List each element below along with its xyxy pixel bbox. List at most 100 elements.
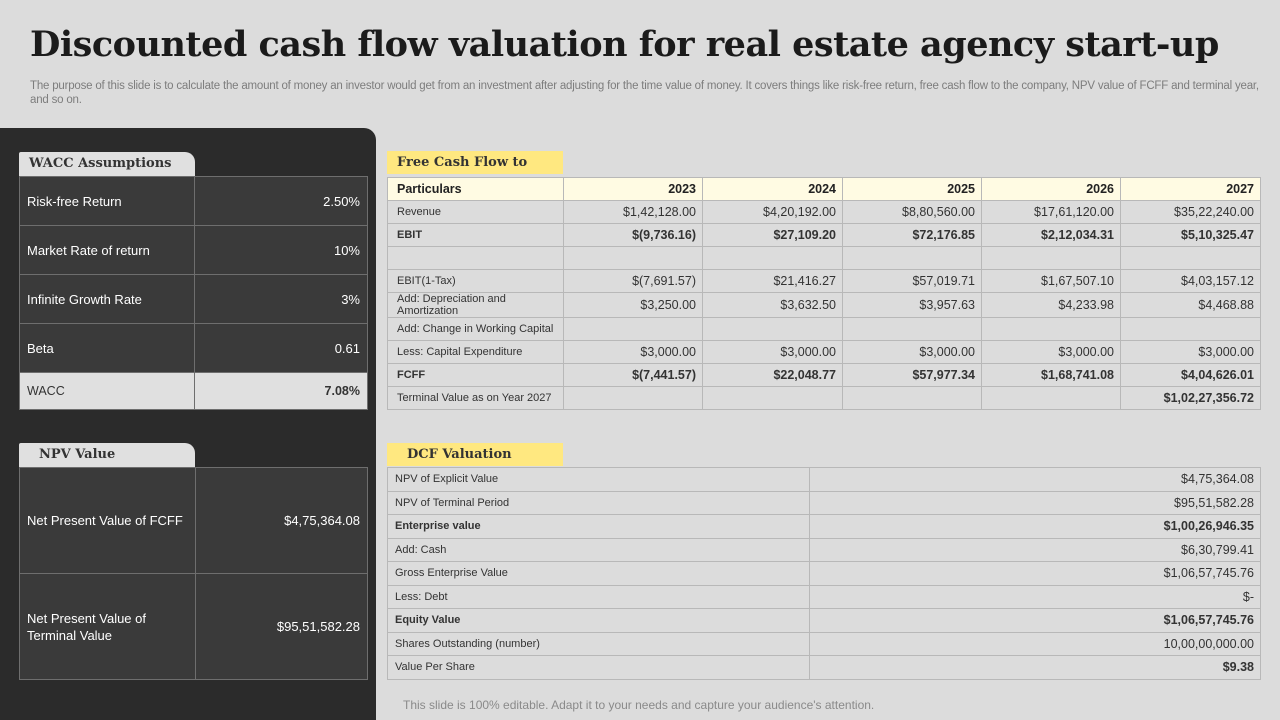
fcf-cell (842, 386, 982, 410)
fcf-heading: Free Cash Flow to Firm (387, 151, 563, 193)
dcf-heading: DCF Valuation (387, 443, 563, 466)
dcf-label: Equity Value (387, 608, 810, 633)
wacc-total-row: WACC 7.08% (19, 372, 368, 410)
dcf-value: $1,00,26,946.35 (809, 514, 1261, 539)
fcf-cell (842, 317, 982, 341)
fcf-header-cell: 2027 (1120, 177, 1261, 201)
npv-value: $95,51,582.28 (195, 573, 368, 680)
npv-value: $4,75,364.08 (195, 467, 368, 574)
fcf-cell (981, 317, 1121, 341)
fcf-cell: EBIT(1-Tax) (387, 269, 564, 293)
wacc-row: Market Rate of return 10% (19, 225, 368, 275)
fcf-cell: $(7,691.57) (563, 269, 703, 293)
fcf-header-cell: 2025 (842, 177, 982, 201)
npv-label: Net Present Value of FCFF (18, 467, 197, 574)
dcf-row: Gross Enterprise Value $1,06,57,745.76 (387, 561, 1261, 586)
dcf-value: $1,06,57,745.76 (809, 561, 1261, 586)
fcf-cell: $3,250.00 (563, 292, 703, 318)
fcf-cell (563, 317, 703, 341)
fcf-cell: $(7,441.57) (563, 363, 703, 387)
dcf-row: Enterprise value $1,00,26,946.35 (387, 514, 1261, 539)
fcf-row: Revenue $1,42,128.00 $4,20,192.00 $8,80,… (387, 200, 1261, 224)
fcf-table: Particulars 2023 2024 2025 2026 2027 Rev… (387, 177, 1261, 410)
wacc-row: Infinite Growth Rate 3% (19, 274, 368, 324)
fcf-cell: $57,977.34 (842, 363, 982, 387)
wacc-label: Market Rate of return (19, 225, 195, 275)
fcf-cell: Less: Capital Expenditure (387, 340, 564, 364)
fcf-cell: $3,957.63 (842, 292, 982, 318)
dcf-label: NPV of Terminal Period (387, 490, 810, 515)
dcf-value: $1,06,57,745.76 (809, 608, 1261, 633)
fcf-cell: $57,019.71 (842, 269, 982, 293)
wacc-label: Infinite Growth Rate (19, 274, 195, 324)
fcf-row: Add: Change in Working Capital (387, 317, 1261, 341)
wacc-value: 3% (193, 274, 368, 324)
fcf-cell (702, 386, 843, 410)
fcf-cell: $4,20,192.00 (702, 200, 843, 224)
dcf-label: Enterprise value (387, 514, 810, 539)
dcf-value: $6,30,799.41 (809, 537, 1261, 562)
wacc-label: WACC (19, 372, 195, 410)
fcf-row: Add: Depreciation and Amortization $3,25… (387, 292, 1261, 318)
wacc-value: 10% (193, 225, 368, 275)
fcf-cell: $3,000.00 (702, 340, 843, 364)
fcf-cell: $4,03,157.12 (1120, 269, 1261, 293)
fcf-cell: Terminal Value as on Year 2027 (387, 386, 564, 410)
fcf-cell: $3,000.00 (1120, 340, 1261, 364)
fcf-cell (702, 317, 843, 341)
page-subtitle: The purpose of this slide is to calculat… (30, 80, 1259, 106)
dcf-value: $9.38 (809, 655, 1261, 680)
fcf-header-cell: 2024 (702, 177, 843, 201)
fcf-cell (702, 246, 843, 270)
fcf-cell (1120, 317, 1261, 341)
fcf-cell: $1,67,507.10 (981, 269, 1121, 293)
dcf-value: $95,51,582.28 (809, 490, 1261, 515)
dcf-row: Equity Value $1,06,57,745.76 (387, 608, 1261, 633)
npv-heading: NPV Value (19, 443, 195, 467)
fcf-cell (1120, 246, 1261, 270)
fcf-header-cell: 2026 (981, 177, 1121, 201)
fcf-cell: $3,632.50 (702, 292, 843, 318)
footer-note: This slide is 100% editable. Adapt it to… (403, 698, 875, 712)
fcf-cell: Add: Depreciation and Amortization (387, 292, 564, 318)
dcf-row: NPV of Terminal Period $95,51,582.28 (387, 490, 1261, 515)
page-title: Discounted cash flow valuation for real … (30, 24, 1219, 65)
fcf-header-cell: 2023 (563, 177, 703, 201)
dcf-label: Value Per Share (387, 655, 810, 680)
fcf-cell: $1,02,27,356.72 (1120, 386, 1261, 410)
fcf-cell: $17,61,120.00 (981, 200, 1121, 224)
fcf-cell: $35,22,240.00 (1120, 200, 1261, 224)
wacc-value: 7.08% (193, 372, 368, 410)
wacc-value: 2.50% (193, 176, 368, 226)
dcf-row: Value Per Share $9.38 (387, 655, 1261, 680)
dcf-value: $- (809, 584, 1261, 609)
npv-row: Net Present Value of Terminal Value $95,… (18, 573, 368, 680)
fcf-cell (981, 246, 1121, 270)
dcf-table: NPV of Explicit Value $4,75,364.08 NPV o… (387, 467, 1261, 680)
fcf-row: EBIT $(9,736.16) $27,109.20 $72,176.85 $… (387, 223, 1261, 247)
fcf-cell: $72,176.85 (842, 223, 982, 247)
fcf-cell: $3,000.00 (842, 340, 982, 364)
dcf-row: NPV of Explicit Value $4,75,364.08 (387, 467, 1261, 492)
fcf-row: FCFF $(7,441.57) $22,048.77 $57,977.34 $… (387, 363, 1261, 387)
fcf-header-cell: Particulars (387, 177, 564, 201)
npv-table: Net Present Value of FCFF $4,75,364.08 N… (18, 467, 368, 680)
dcf-row: Add: Cash $6,30,799.41 (387, 537, 1261, 562)
fcf-cell (563, 386, 703, 410)
fcf-cell: $1,68,741.08 (981, 363, 1121, 387)
dcf-value: 10,00,00,000.00 (809, 631, 1261, 656)
fcf-cell (981, 386, 1121, 410)
fcf-cell: $21,416.27 (702, 269, 843, 293)
wacc-table: Risk-free Return 2.50% Market Rate of re… (19, 176, 368, 410)
wacc-row: Risk-free Return 2.50% (19, 176, 368, 226)
fcf-row: Less: Capital Expenditure $3,000.00 $3,0… (387, 340, 1261, 364)
fcf-cell: $(9,736.16) (563, 223, 703, 247)
dcf-value: $4,75,364.08 (809, 467, 1261, 492)
fcf-cell: $27,109.20 (702, 223, 843, 247)
wacc-label: Beta (19, 323, 195, 373)
dcf-row: Shares Outstanding (number) 10,00,00,000… (387, 631, 1261, 656)
wacc-row: Beta 0.61 (19, 323, 368, 373)
fcf-cell: $4,04,626.01 (1120, 363, 1261, 387)
fcf-cell: Revenue (387, 200, 564, 224)
wacc-label: Risk-free Return (19, 176, 195, 226)
